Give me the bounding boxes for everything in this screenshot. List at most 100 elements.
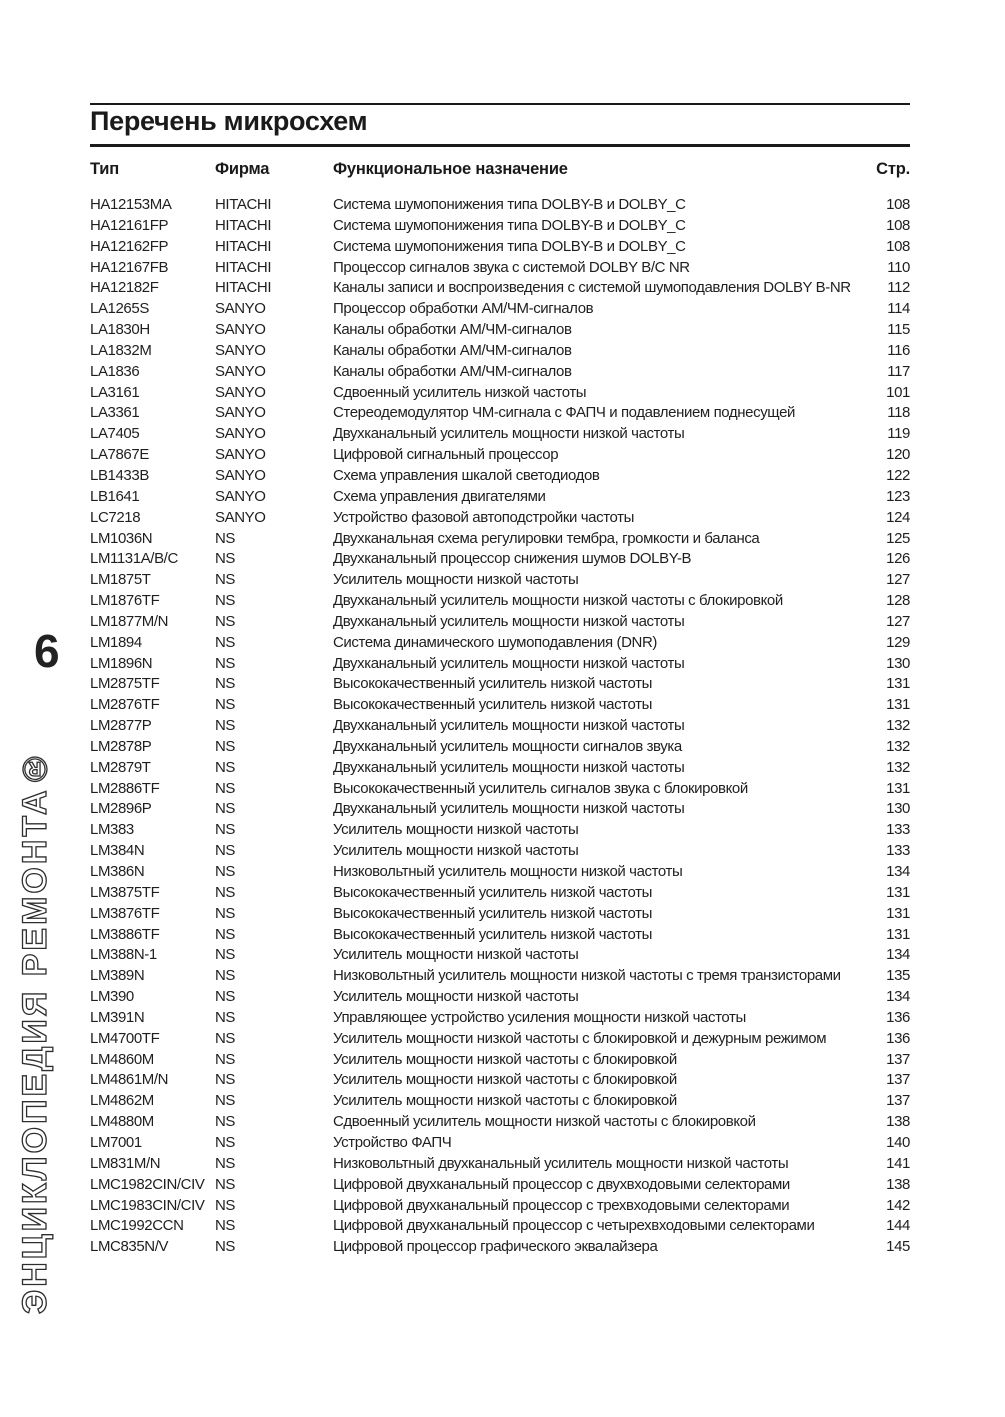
cell-type: LM1036N (90, 529, 153, 547)
cell-page: 132 (886, 717, 910, 735)
table-row: LB1433B SANYO Схема управления шкалой св… (90, 466, 910, 487)
table-row: LA1830H SANYO Каналы обработки АМ/ЧМ-сиг… (90, 320, 910, 341)
cell-page: 134 (886, 946, 910, 964)
table-body: HA12153MA HITACHI Система шумопонижения … (90, 195, 910, 1258)
table-row: LA1836 SANYO Каналы обработки АМ/ЧМ-сигн… (90, 362, 910, 383)
cell-firm: SANYO (215, 341, 266, 359)
table-row: LA1832M SANYO Каналы обработки АМ/ЧМ-сиг… (90, 341, 910, 362)
cell-firm: NS (215, 842, 236, 860)
cell-firm: NS (215, 1175, 236, 1193)
cell-desc: Усилитель мощности низкой частоты с блок… (333, 1071, 677, 1089)
table-row: LM4880M NS Сдвоенный усилитель мощности … (90, 1112, 910, 1133)
cell-firm: NS (215, 967, 236, 985)
cell-type: LMC835N/V (90, 1238, 169, 1256)
cell-firm: HITACHI (215, 237, 272, 255)
column-header-function: Функциональное назначение (333, 159, 568, 178)
cell-desc: Двухканальный процессор снижения шумов D… (333, 550, 692, 568)
top-rule (90, 103, 910, 105)
cell-firm: NS (215, 696, 236, 714)
cell-type: LMC1982CIN/CIV (90, 1175, 205, 1193)
table-row: LM2886TF NS Высококачественный усилитель… (90, 779, 910, 800)
cell-firm: NS (215, 925, 236, 943)
cell-page: 131 (886, 925, 910, 943)
cell-page: 124 (886, 508, 910, 526)
cell-desc: Каналы обработки АМ/ЧМ-сигналов (333, 362, 572, 380)
cell-page: 138 (886, 1175, 910, 1193)
cell-type: HA12167FB (90, 258, 169, 276)
cell-type: LM1877M/N (90, 612, 169, 630)
table-row: LM386N NS Низковольтный усилитель мощнос… (90, 862, 910, 883)
cell-firm: NS (215, 863, 236, 880)
column-header-page: Стр. (876, 159, 910, 178)
cell-firm: NS (215, 800, 236, 818)
cell-desc: Высококачественный усилитель низкой част… (333, 883, 652, 901)
cell-type: LM389N (90, 967, 145, 985)
cell-desc: Высококачественный усилитель низкой част… (333, 904, 652, 922)
table-row: LM1131A/B/C NS Двухканальный процессор с… (90, 549, 910, 570)
cell-firm: NS (215, 946, 236, 964)
cell-page: 145 (886, 1238, 910, 1256)
cell-firm: HITACHI (215, 216, 272, 234)
cell-firm: NS (215, 1008, 236, 1026)
cell-page: 137 (886, 1071, 910, 1089)
cell-firm: NS (215, 550, 236, 568)
cell-desc: Высококачественный усилитель низкой част… (333, 696, 652, 714)
table-row: LM2876TF NS Высококачественный усилитель… (90, 695, 910, 716)
cell-page: 108 (886, 237, 910, 255)
cell-type: LM4861M/N (90, 1071, 169, 1089)
cell-type: LM2879T (90, 758, 151, 776)
cell-page: 141 (886, 1154, 910, 1172)
cell-firm: HITACHI (215, 196, 272, 213)
table-row: LM3876TF NS Высококачественный усилитель… (90, 904, 910, 925)
table-row: LM2878P NS Двухканальный усилитель мощно… (90, 737, 910, 758)
table-row: HA12162FP HITACHI Система шумопонижения … (90, 237, 910, 258)
cell-type: LM831M/N (90, 1154, 161, 1172)
cell-desc: Сдвоенный усилитель мощности низкой част… (333, 1113, 756, 1131)
cell-page: 131 (886, 883, 910, 901)
cell-firm: NS (215, 571, 236, 589)
cell-desc: Высококачественный усилитель низкой част… (333, 925, 652, 943)
cell-page: 108 (886, 216, 910, 234)
table-row: LM391N NS Управляющее устройство усилени… (90, 1008, 910, 1029)
cell-firm: NS (215, 612, 236, 630)
cell-type: LB1433B (90, 466, 149, 484)
cell-page: 130 (886, 654, 910, 672)
cell-desc: Устройство ФАПЧ (333, 1133, 452, 1151)
cell-firm: SANYO (215, 383, 266, 401)
cell-desc: Процессор сигналов звука с системой DOLB… (333, 258, 690, 276)
cell-type: LM2877P (90, 717, 152, 735)
cell-firm: SANYO (215, 321, 266, 339)
cell-type: LM2875TF (90, 675, 160, 693)
cell-firm: NS (215, 883, 236, 901)
cell-page: 132 (886, 737, 910, 755)
cell-desc: Управляющее устройство усиления мощности… (333, 1008, 746, 1026)
cell-page: 134 (886, 988, 910, 1006)
table-row: LA7405 SANYO Двухканальный усилитель мощ… (90, 424, 910, 445)
cell-firm: SANYO (215, 404, 266, 422)
cell-firm: SANYO (215, 508, 266, 526)
cell-page: 133 (886, 821, 910, 839)
cell-firm: SANYO (215, 487, 266, 505)
cell-desc: Усилитель мощности низкой частоты (333, 571, 579, 589)
cell-firm: NS (215, 1217, 236, 1235)
cell-desc: Двухканальный усилитель мощности низкой … (333, 654, 685, 672)
table-row: LM3886TF NS Высококачественный усилитель… (90, 925, 910, 946)
cell-firm: NS (215, 1029, 236, 1047)
cell-desc: Усилитель мощности низкой частоты (333, 988, 579, 1006)
cell-page: 114 (887, 300, 910, 318)
cell-desc: Цифровой двухканальный процессор с четыр… (333, 1217, 815, 1235)
cell-firm: SANYO (215, 446, 266, 464)
cell-page: 142 (886, 1196, 910, 1214)
cell-firm: NS (215, 1071, 236, 1089)
cell-firm: NS (215, 779, 236, 797)
table-row: LM3875TF NS Высококачественный усилитель… (90, 883, 910, 904)
cell-type: LM1876TF (90, 592, 160, 610)
cell-type: LM1896N (90, 654, 153, 672)
cell-firm: NS (215, 1050, 236, 1068)
cell-page: 131 (886, 696, 910, 714)
cell-type: HA12182F (90, 279, 159, 297)
cell-firm: NS (215, 717, 236, 735)
cell-desc: Усилитель мощности низкой частоты с блок… (333, 1029, 827, 1047)
cell-desc: Схема управления шкалой светодиодов (333, 466, 600, 484)
cell-desc: Низковольтный двухканальный усилитель мо… (333, 1154, 789, 1172)
